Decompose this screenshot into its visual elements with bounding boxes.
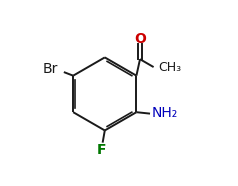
Text: CH₃: CH₃ xyxy=(159,61,182,74)
Text: NH₂: NH₂ xyxy=(151,106,178,120)
Text: F: F xyxy=(97,143,107,157)
Text: Br: Br xyxy=(43,62,58,76)
Text: O: O xyxy=(134,32,146,46)
